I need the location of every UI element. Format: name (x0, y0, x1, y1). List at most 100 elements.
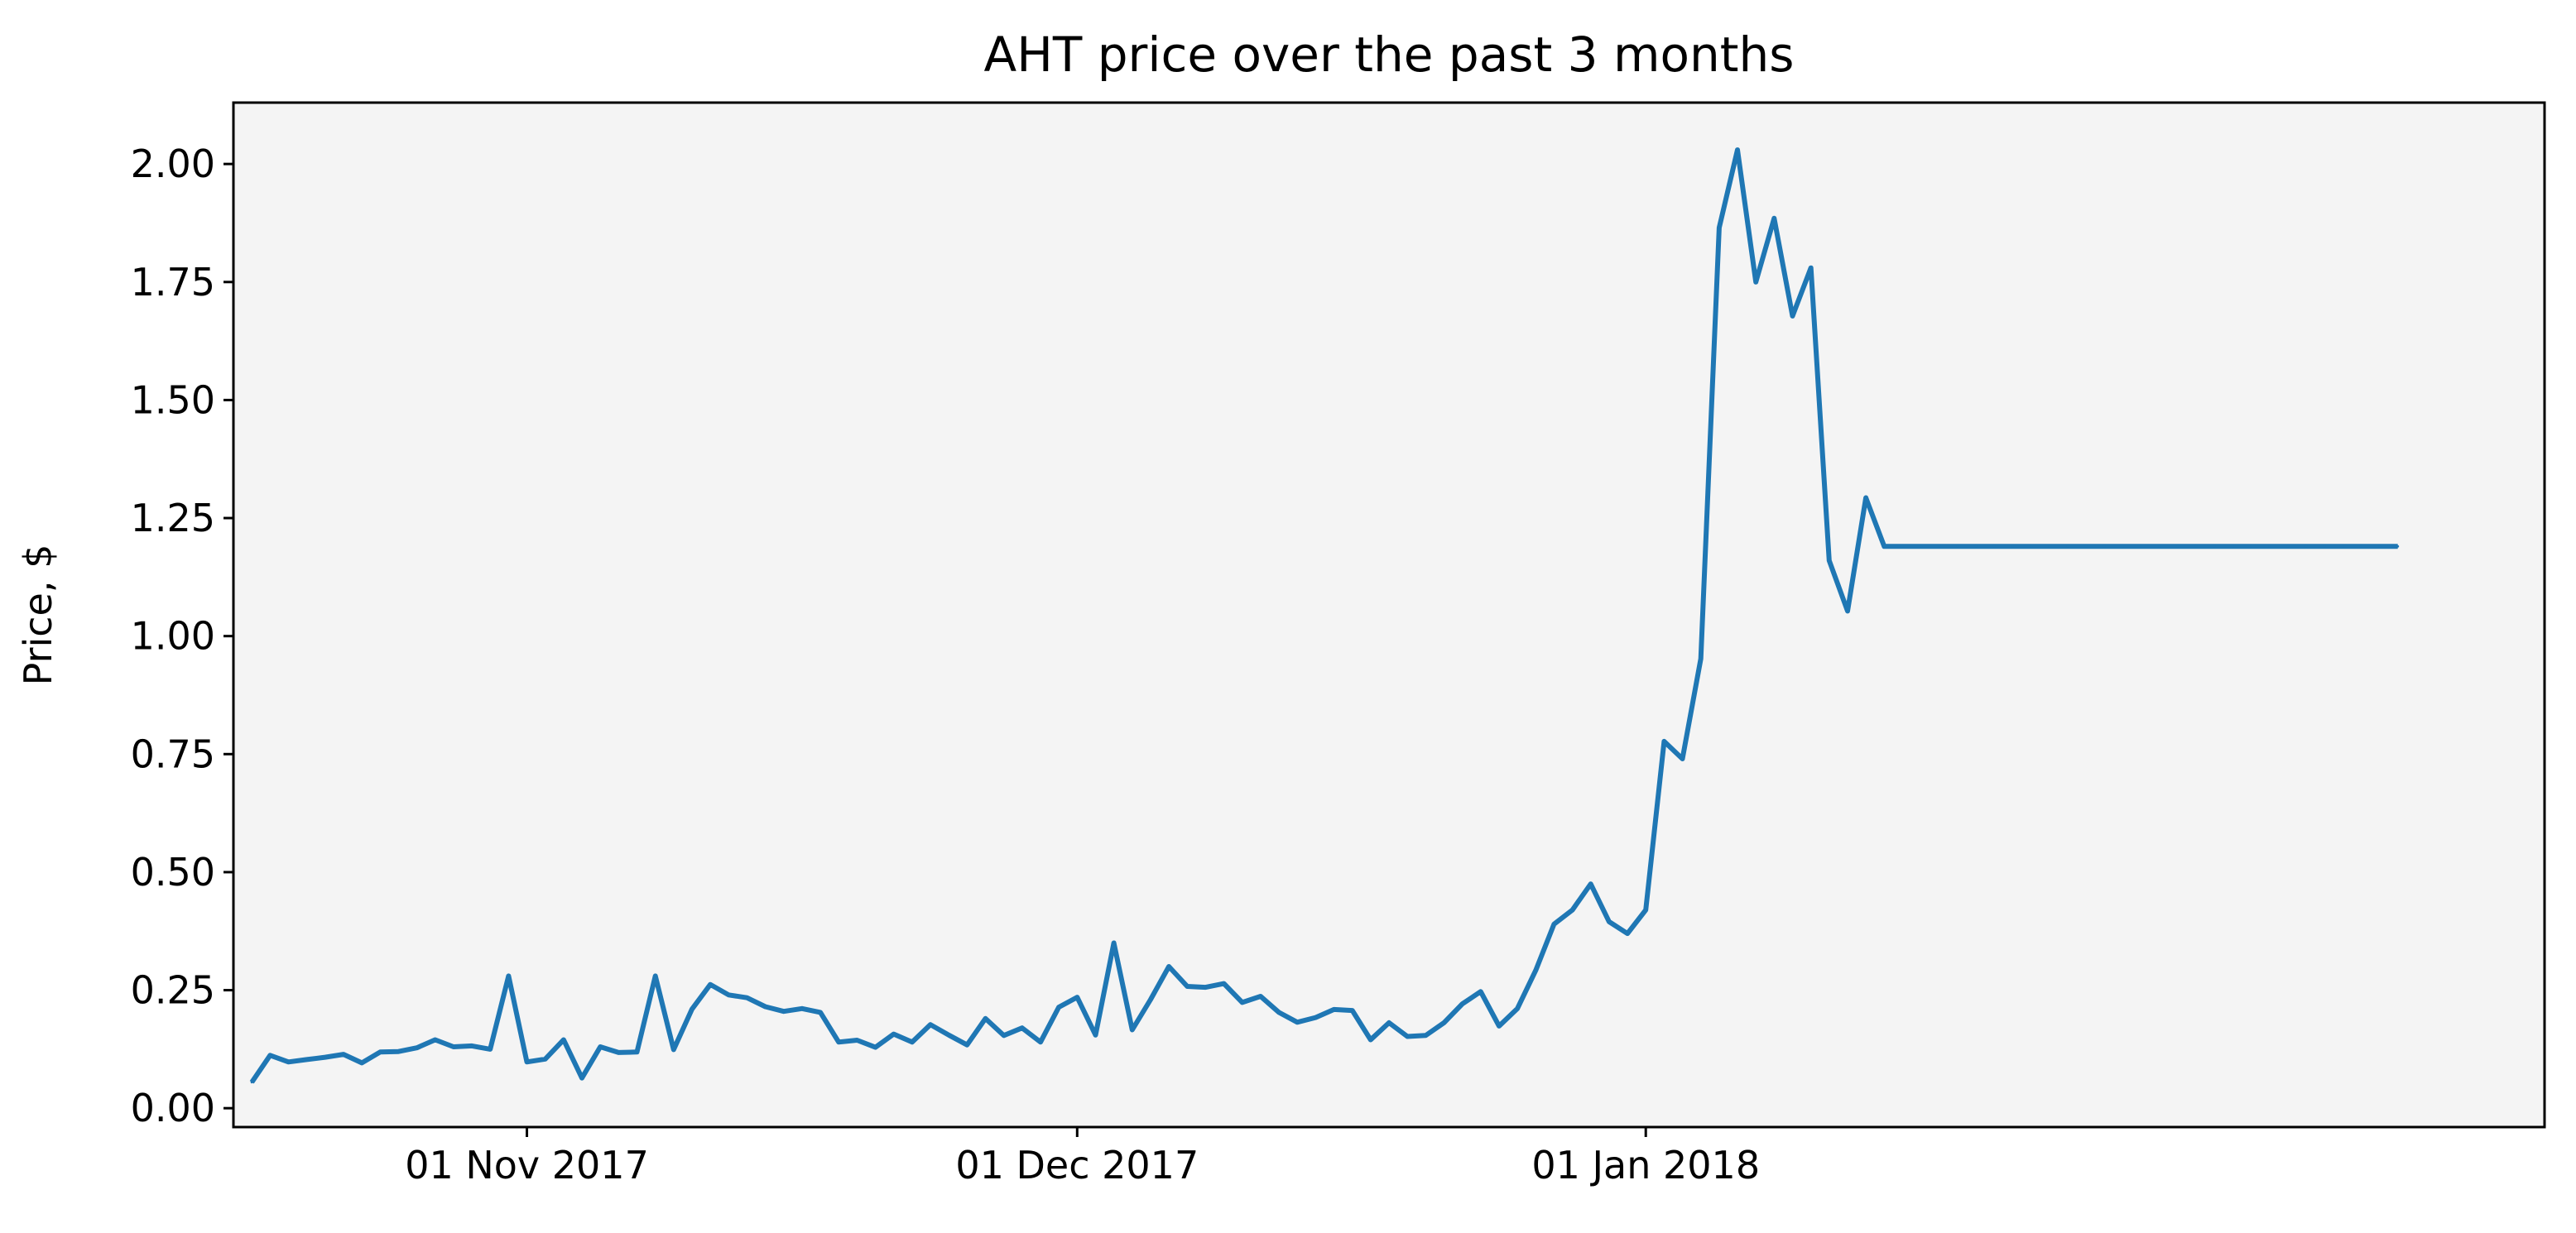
data-point (1992, 545, 1996, 548)
y-tick-label: 0.75 (131, 732, 215, 776)
data-point (2396, 545, 2400, 548)
data-point (324, 1056, 327, 1059)
data-point (1002, 1034, 1006, 1037)
y-tick-label: 0.50 (131, 850, 215, 895)
y-tick-label: 2.00 (131, 142, 215, 186)
data-point (745, 996, 748, 1000)
data-point (782, 1010, 786, 1013)
plot-area (233, 103, 2545, 1127)
data-point (654, 974, 657, 977)
data-point (1387, 1021, 1391, 1024)
data-point (1571, 909, 1574, 912)
data-point (2011, 545, 2014, 548)
data-point (416, 1046, 419, 1049)
data-point (268, 1053, 272, 1057)
data-point (2048, 545, 2051, 548)
data-point (1167, 965, 1170, 968)
data-point (1589, 882, 1593, 885)
data-point (342, 1053, 345, 1056)
y-axis-label: Price, $ (16, 545, 60, 686)
data-point (672, 1048, 675, 1051)
data-point (2213, 545, 2216, 548)
y-tick-label: 1.25 (131, 496, 215, 540)
data-point (1938, 545, 1941, 548)
data-point (434, 1039, 437, 1041)
data-point (1333, 1008, 1335, 1011)
data-point (1662, 740, 1665, 743)
data-point (1185, 985, 1189, 988)
y-tick-label: 1.00 (131, 614, 215, 659)
data-point (2066, 545, 2069, 548)
data-point (2158, 545, 2161, 548)
data-point (1461, 1002, 1464, 1005)
data-point (1644, 909, 1647, 912)
data-point (800, 1007, 804, 1010)
data-point (1772, 217, 1776, 220)
x-tick-label: 01 Dec 2017 (955, 1143, 1199, 1187)
data-point (562, 1039, 565, 1041)
data-point (1113, 942, 1116, 944)
data-point (1626, 932, 1629, 935)
data-point (2268, 545, 2271, 548)
data-point (1277, 1010, 1281, 1014)
data-point (2323, 545, 2326, 548)
data-point (764, 1005, 767, 1008)
data-point (598, 1045, 602, 1048)
data-point (580, 1077, 584, 1080)
data-point (1901, 545, 1904, 548)
data-point (452, 1045, 455, 1048)
data-point (1552, 923, 1555, 926)
chart-title: AHT price over the past 3 months (984, 26, 1795, 83)
data-point (1295, 1020, 1299, 1024)
data-point (544, 1058, 547, 1061)
data-point (1882, 545, 1886, 548)
data-point (1974, 545, 1978, 548)
data-layer (249, 147, 2400, 1084)
data-point (709, 983, 712, 986)
x-tick-label: 01 Nov 2017 (405, 1143, 649, 1187)
data-point (2359, 545, 2362, 548)
data-point (1406, 1035, 1409, 1038)
data-point (727, 993, 730, 996)
data-point (1920, 545, 1923, 548)
data-point (947, 1034, 950, 1037)
data-point (1681, 757, 1684, 760)
data-point (1699, 657, 1703, 660)
data-point (1479, 990, 1483, 993)
data-point (507, 974, 510, 977)
data-point (1956, 545, 1959, 548)
data-point (1204, 986, 1207, 989)
data-point (2378, 545, 2381, 548)
data-point (1497, 1024, 1501, 1028)
y-tick-label: 0.00 (131, 1086, 215, 1130)
data-point (1424, 1034, 1427, 1037)
data-point (250, 1081, 253, 1084)
data-point (1351, 1009, 1354, 1012)
data-point (1241, 1000, 1244, 1004)
data-point (1075, 996, 1079, 999)
data-point (1021, 1026, 1024, 1029)
data-point (1516, 1007, 1519, 1010)
data-point (2121, 545, 2124, 548)
data-point (984, 1017, 987, 1020)
data-point (305, 1058, 309, 1061)
data-point (1443, 1021, 1445, 1024)
data-point (1314, 1016, 1317, 1020)
data-point (2030, 545, 2033, 548)
data-point (2194, 545, 2198, 548)
data-point (2341, 545, 2344, 548)
data-point (470, 1044, 473, 1048)
data-point (1369, 1039, 1372, 1041)
y-tick-label: 0.25 (131, 968, 215, 1013)
data-point (911, 1040, 914, 1043)
plot-frame (232, 101, 2546, 1129)
price-series-line (249, 147, 2398, 1084)
data-point (892, 1033, 896, 1036)
x-axis: 01 Nov 2017 01 Dec 2017 01 Jan 2018 (405, 1127, 1760, 1187)
data-point (1791, 314, 1794, 318)
data-point (1754, 281, 1757, 284)
data-point (1094, 1034, 1097, 1037)
data-point (874, 1046, 877, 1049)
data-point (1736, 148, 1739, 151)
